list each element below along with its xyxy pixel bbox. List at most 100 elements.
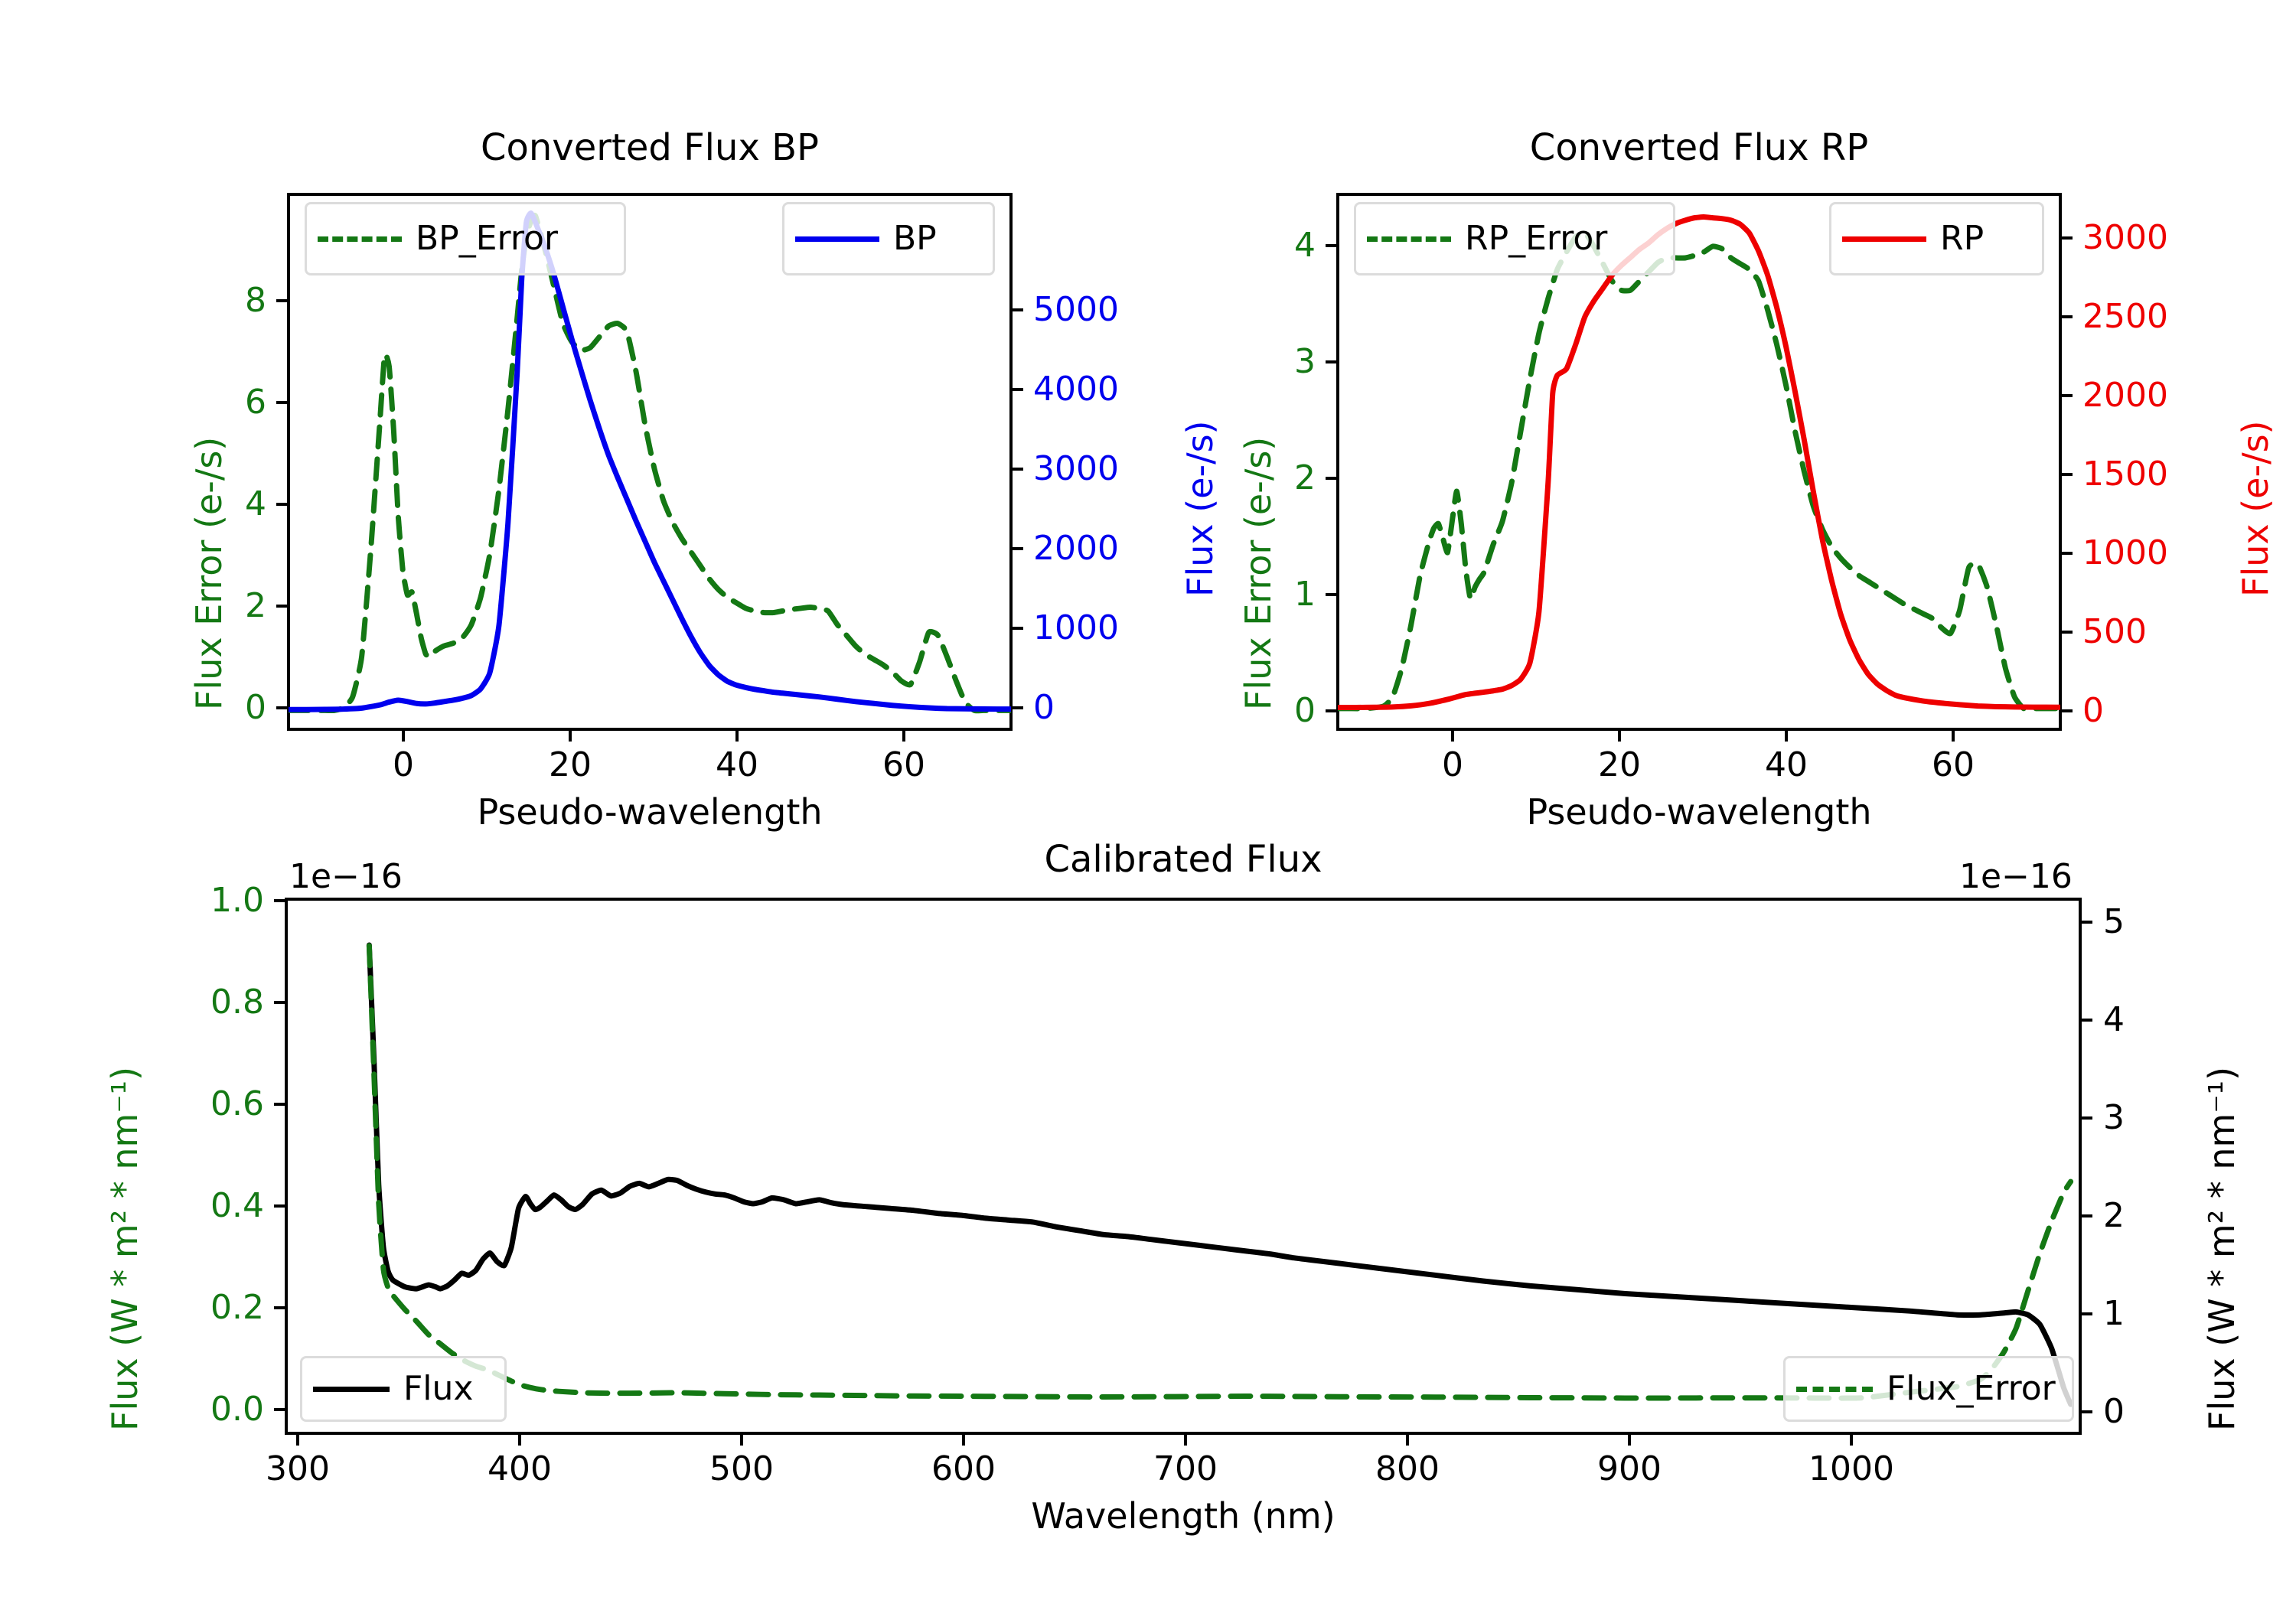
panel-bp-ytick-left-1 [276,605,287,608]
panel-cal-xtick-label-5: 800 [1375,1449,1440,1488]
panel-cal-ytick-label-4: 0.8 [210,983,264,1022]
panel-bp-xlabel: Pseudo-wavelength [477,791,823,833]
panel-cal-ytick-label-5: 1.0 [210,881,264,920]
panel-rp-ytick-right-5 [2062,315,2073,318]
panel-cal-ytick-right-label-0: 0 [2103,1392,2125,1431]
panel-cal-ytick-right-label-4: 4 [2103,1000,2125,1039]
panel-cal-xlabel: Wavelength (nm) [1031,1495,1336,1537]
panel-rp-ytick-left-1 [1326,593,1336,596]
panel-rp-ytick-right-label-6: 3000 [2082,218,2168,257]
rp-error-legend-swatch [1367,236,1451,242]
panel-cal-ytick-left-1 [274,1306,285,1309]
panel-bp-ytick-right-0 [1013,706,1023,709]
panel-cal-xtick-0 [296,1435,299,1446]
panel-rp-ytick-label-0: 0 [1294,691,1316,730]
panel-rp-ytick-left-2 [1326,477,1336,480]
panel-rp-ytick-label-2: 2 [1294,458,1316,497]
panel-rp-xtick-label-3: 60 [1932,745,1975,784]
panel-bp-legend-flux[interactable]: BP [782,202,995,275]
panel-bp-ytick-right-label-4: 4000 [1033,370,1119,409]
panel-cal-ytick-right-label-2: 2 [2103,1196,2125,1235]
panel-bp-xtick-2 [735,731,739,742]
panel-cal-axes [285,898,2082,1435]
panel-rp-axes [1336,193,2062,731]
panel-rp-xlabel: Pseudo-wavelength [1526,791,1872,833]
panel-cal-ytick-left-2 [274,1204,285,1208]
panel-rp-ytick-right-label-3: 1500 [2082,455,2168,494]
panel-cal-ytick-label-1: 0.2 [210,1288,264,1327]
panel-cal-xtick-6 [1628,1435,1631,1446]
panel-cal-ytick-left-5 [274,899,285,902]
panel-cal-title: Calibrated Flux [1044,838,1322,881]
panel-bp-xtick-label-1: 20 [549,745,592,784]
panel-cal-ytick-label-0: 0.0 [210,1390,264,1429]
panel-bp-ytick-right-label-1: 1000 [1033,608,1119,647]
panel-rp-xtick-1 [1618,731,1621,742]
panel-rp-xtick-3 [1952,731,1955,742]
panel-rp-xtick-label-1: 20 [1598,745,1641,784]
panel-rp-xtick-0 [1451,731,1454,742]
panel-cal-ytick-right-label-3: 3 [2103,1098,2125,1137]
panel-cal-xtick-label-4: 700 [1153,1449,1218,1488]
panel-bp-ytick-left-3 [276,401,287,404]
panel-bp-title: Converted Flux BP [481,126,819,169]
panel-cal-xtick-4 [1184,1435,1187,1446]
panel-cal-ytick-right-4 [2082,1019,2092,1022]
panel-rp-ytick-right-label-2: 1000 [2082,533,2168,572]
panel-bp-ytick-right-2 [1013,547,1023,550]
bp-flux-legend-swatch [795,236,879,242]
panel-cal-ytick-right-label-5: 5 [2103,902,2125,941]
panel-bp-ytick-label-4: 8 [245,281,266,320]
panel-cal-xtick-label-2: 500 [709,1449,774,1488]
panel-rp-ytick-right-2 [2062,552,2073,555]
panel-bp-ytick-right-1 [1013,627,1023,630]
bp-error-legend-label: BP_Error [416,219,558,258]
panel-rp-ytick-label-4: 4 [1294,226,1316,265]
panel-rp-xtick-label-2: 40 [1765,745,1808,784]
panel-cal-xtick-2 [740,1435,743,1446]
panel-cal-ylabel-right: Flux (W * m² * nm⁻¹) [2201,1066,2242,1431]
panel-bp-ytick-right-5 [1013,308,1023,311]
panel-rp-ytick-right-label-0: 0 [2082,691,2104,730]
panel-bp-ytick-right-label-2: 2000 [1033,529,1119,568]
panel-cal-xtick-1 [518,1435,521,1446]
rp-flux-legend-swatch [1842,236,1926,242]
panel-cal-ytick-right-5 [2082,921,2092,924]
panel-cal-ytick-left-4 [274,1001,285,1004]
panel-bp-xtick-1 [569,731,572,742]
panel-bp-ytick-label-0: 0 [245,688,266,727]
panel-bp-xtick-label-2: 40 [716,745,758,784]
panel-bp-ytick-right-label-0: 0 [1033,688,1055,727]
panel-cal-ytick-label-2: 0.4 [210,1186,264,1225]
panel-rp-xtick-label-0: 0 [1442,745,1463,784]
panel-rp-ytick-right-label-5: 2500 [2082,297,2168,336]
panel-cal-ytick-left-3 [274,1103,285,1106]
panel-rp-legend-error[interactable]: RP_Error [1354,202,1675,275]
panel-bp-xtick-0 [402,731,405,742]
panel-cal-offset-left: 1e−16 [289,857,403,896]
panel-cal-ylabel-left: Flux (W * m² * nm⁻¹) [104,1066,145,1431]
panel-cal-legend-error[interactable]: Flux_Error [1783,1356,2074,1422]
panel-bp-ytick-left-4 [276,299,287,302]
panel-bp-ytick-right-label-5: 5000 [1033,290,1119,329]
panel-bp-ytick-right-label-3: 3000 [1033,449,1119,488]
panel-cal-ytick-label-3: 0.6 [210,1084,264,1123]
panel-cal-legend-flux[interactable]: Flux [300,1356,507,1422]
panel-cal-ytick-right-3 [2082,1116,2092,1120]
panel-cal-ytick-right-2 [2082,1214,2092,1217]
panel-bp-legend-error[interactable]: BP_Error [305,202,626,275]
panel-bp-axes [287,193,1013,731]
panel-cal-xtick-7 [1850,1435,1853,1446]
panel-rp-ytick-right-0 [2062,709,2073,712]
panel-rp-ytick-left-3 [1326,360,1336,363]
cal-error-legend-label: Flux_Error [1887,1369,2056,1408]
panel-rp-ytick-left-0 [1326,709,1336,712]
panel-cal-xtick-label-0: 300 [266,1449,330,1488]
panel-rp-ytick-right-label-4: 2000 [2082,376,2168,415]
panel-rp-ytick-right-4 [2062,394,2073,397]
panel-rp-ytick-right-3 [2062,473,2073,476]
panel-rp-ytick-right-label-1: 500 [2082,612,2147,651]
panel-rp-legend-flux[interactable]: RP [1829,202,2044,275]
